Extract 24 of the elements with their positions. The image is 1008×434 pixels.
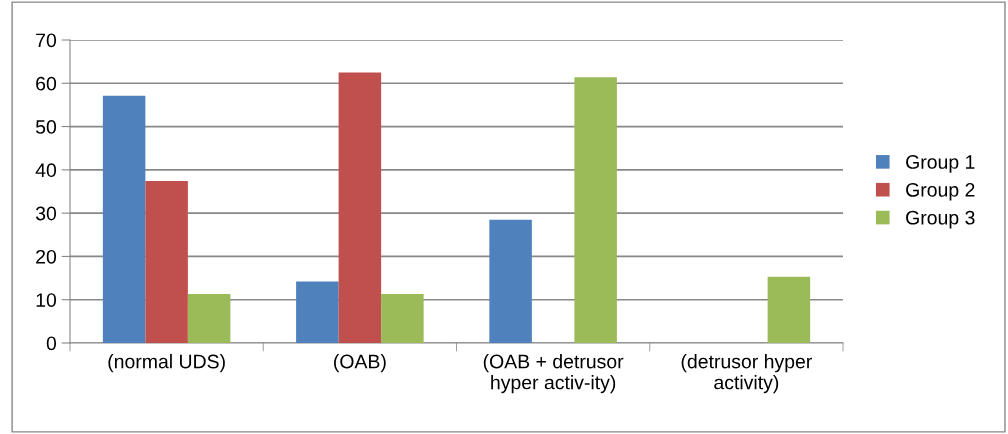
y-tick-label: 50 [35,120,57,134]
y-tick-label: 20 [36,249,57,264]
x-tick-label: (OAB) [334,354,386,373]
legend-label: Group 2 [906,182,975,201]
y-tick-label: 60 [36,76,57,91]
y-tick-label: 70 [36,33,57,48]
x-tick-label: (OAB + detrusor hyper activ-ity) [483,354,624,394]
y-tick-label: 30 [35,206,57,221]
bar [767,276,811,343]
x-tick-label: (detrusor hyper activity) [681,354,812,394]
bar [381,294,424,343]
y-tick-label: 0 [46,336,57,351]
legend-label: Group 1 [906,155,975,173]
bar [102,95,146,343]
bar [489,219,532,343]
y-tick-label: 10 [36,293,57,307]
legend-label: Group 3 [906,210,975,229]
y-tick-label: 40 [35,163,57,178]
bar [187,294,231,343]
x-tick-label: (normal UDS) [108,354,225,373]
bar [574,77,617,343]
bar [338,72,382,343]
bar [296,281,339,343]
bar [145,181,188,343]
